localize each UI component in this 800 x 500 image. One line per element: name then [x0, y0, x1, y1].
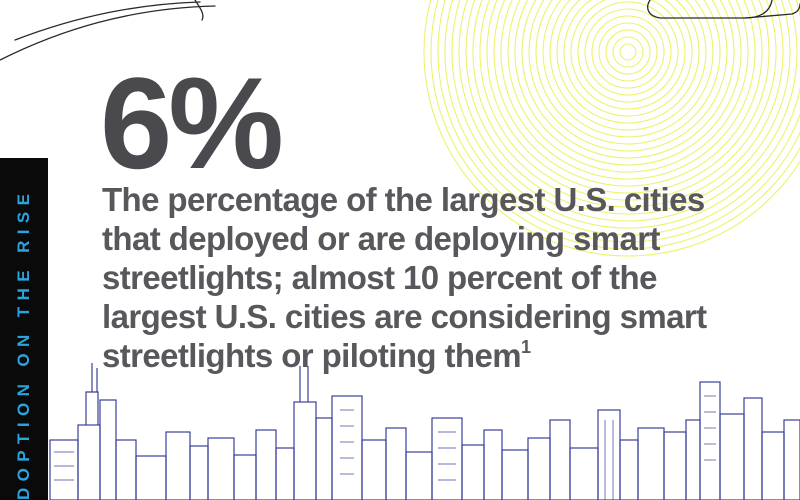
stat-description-text: The percentage of the largest U.S. citie… — [102, 181, 707, 374]
stat-value: 6% — [100, 50, 284, 196]
footnote-marker: 1 — [520, 337, 531, 357]
side-band — [0, 158, 48, 500]
stat-description: The percentage of the largest U.S. citie… — [102, 180, 762, 375]
